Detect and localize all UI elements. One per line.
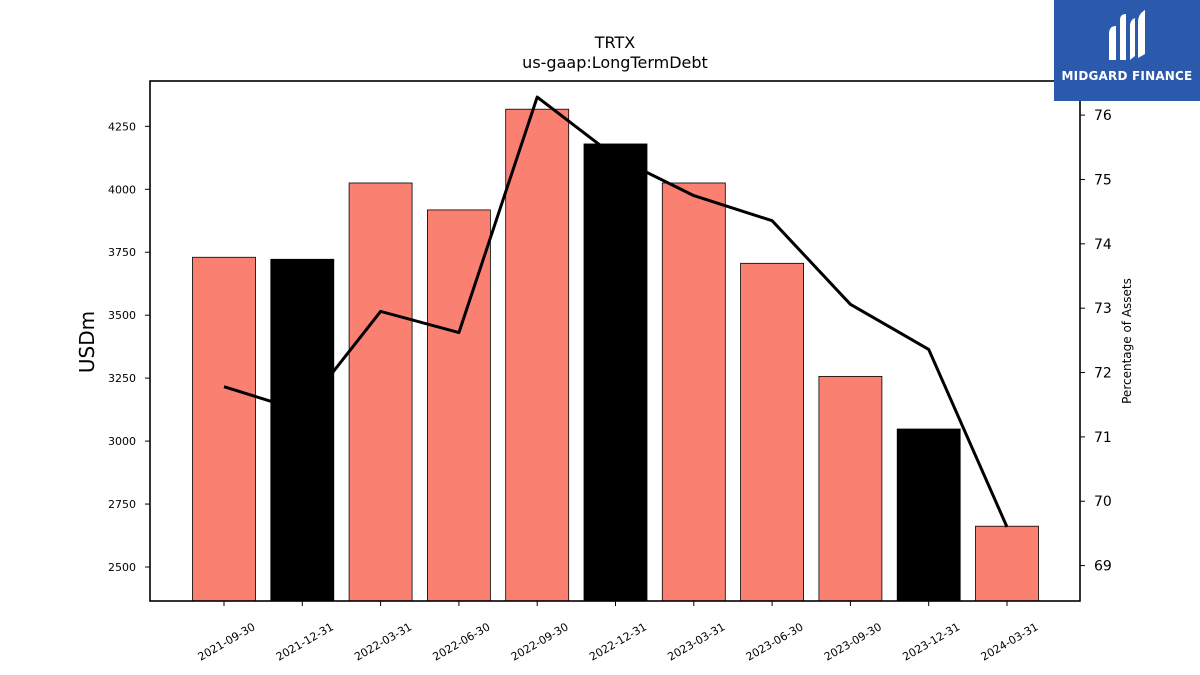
y-tick-label: 4000: [108, 183, 136, 196]
logo-mark-icon: [1109, 10, 1145, 60]
y-tick-label: 4250: [108, 120, 136, 133]
bar: [583, 143, 648, 602]
x-tick-label: 2022-03-31: [352, 620, 414, 663]
bar: [192, 256, 256, 602]
x-tick-label: 2023-03-31: [665, 620, 727, 663]
logo-text: MIDGARD FINANCE: [1061, 69, 1193, 83]
bar: [270, 258, 335, 602]
y-tick-label: 3500: [108, 309, 136, 322]
percentage-line: [223, 95, 1009, 528]
y2-axis-label: Percentage of Assets: [1120, 278, 1134, 404]
y2-tick-label: 73: [1094, 301, 1112, 317]
y-tick-label: 2500: [108, 561, 136, 574]
y2-tick-label: 76: [1094, 108, 1112, 124]
bar: [740, 262, 804, 602]
chart-title: TRTX: [594, 33, 636, 52]
y2-tick-label: 74: [1094, 237, 1112, 253]
bar: [348, 182, 413, 602]
x-tick-label: 2023-06-30: [744, 620, 806, 663]
x-tick-label: 2021-12-31: [274, 620, 336, 663]
bar: [896, 428, 961, 602]
x-tick-label: 2024-03-31: [979, 620, 1041, 663]
bar: [975, 525, 1039, 602]
chart-subtitle: us-gaap:LongTermDebt: [522, 53, 708, 72]
bar: [505, 108, 570, 602]
percentage-line-group: [223, 95, 1009, 528]
y-tick-label: 2750: [108, 498, 136, 511]
y2-tick-label: 71: [1094, 430, 1112, 446]
x-tick-label: 2022-06-30: [431, 620, 493, 663]
x-tick-label: 2022-12-31: [587, 620, 649, 663]
y2-tick-label: 70: [1094, 494, 1112, 510]
y-tick-label: 3250: [108, 372, 136, 385]
y2-tick-label: 69: [1094, 559, 1112, 575]
x-tick-label: 2023-09-30: [822, 620, 884, 663]
midgard-finance-logo: MIDGARD FINANCE: [1054, 0, 1200, 101]
y-tick-label: 3750: [108, 246, 136, 259]
y-tick-label: 3000: [108, 435, 136, 448]
bar: [818, 375, 883, 602]
x-tick-label: 2023-12-31: [900, 620, 962, 663]
y2-tick-label: 75: [1094, 172, 1112, 188]
y-axis-label: USDm: [75, 311, 99, 373]
x-tick-label: 2022-09-30: [509, 620, 571, 663]
bar-group: [192, 108, 1039, 602]
y2-tick-label: 72: [1094, 366, 1112, 382]
x-tick-label: 2021-09-30: [196, 620, 258, 663]
bar: [661, 182, 726, 602]
bar: [426, 209, 491, 602]
